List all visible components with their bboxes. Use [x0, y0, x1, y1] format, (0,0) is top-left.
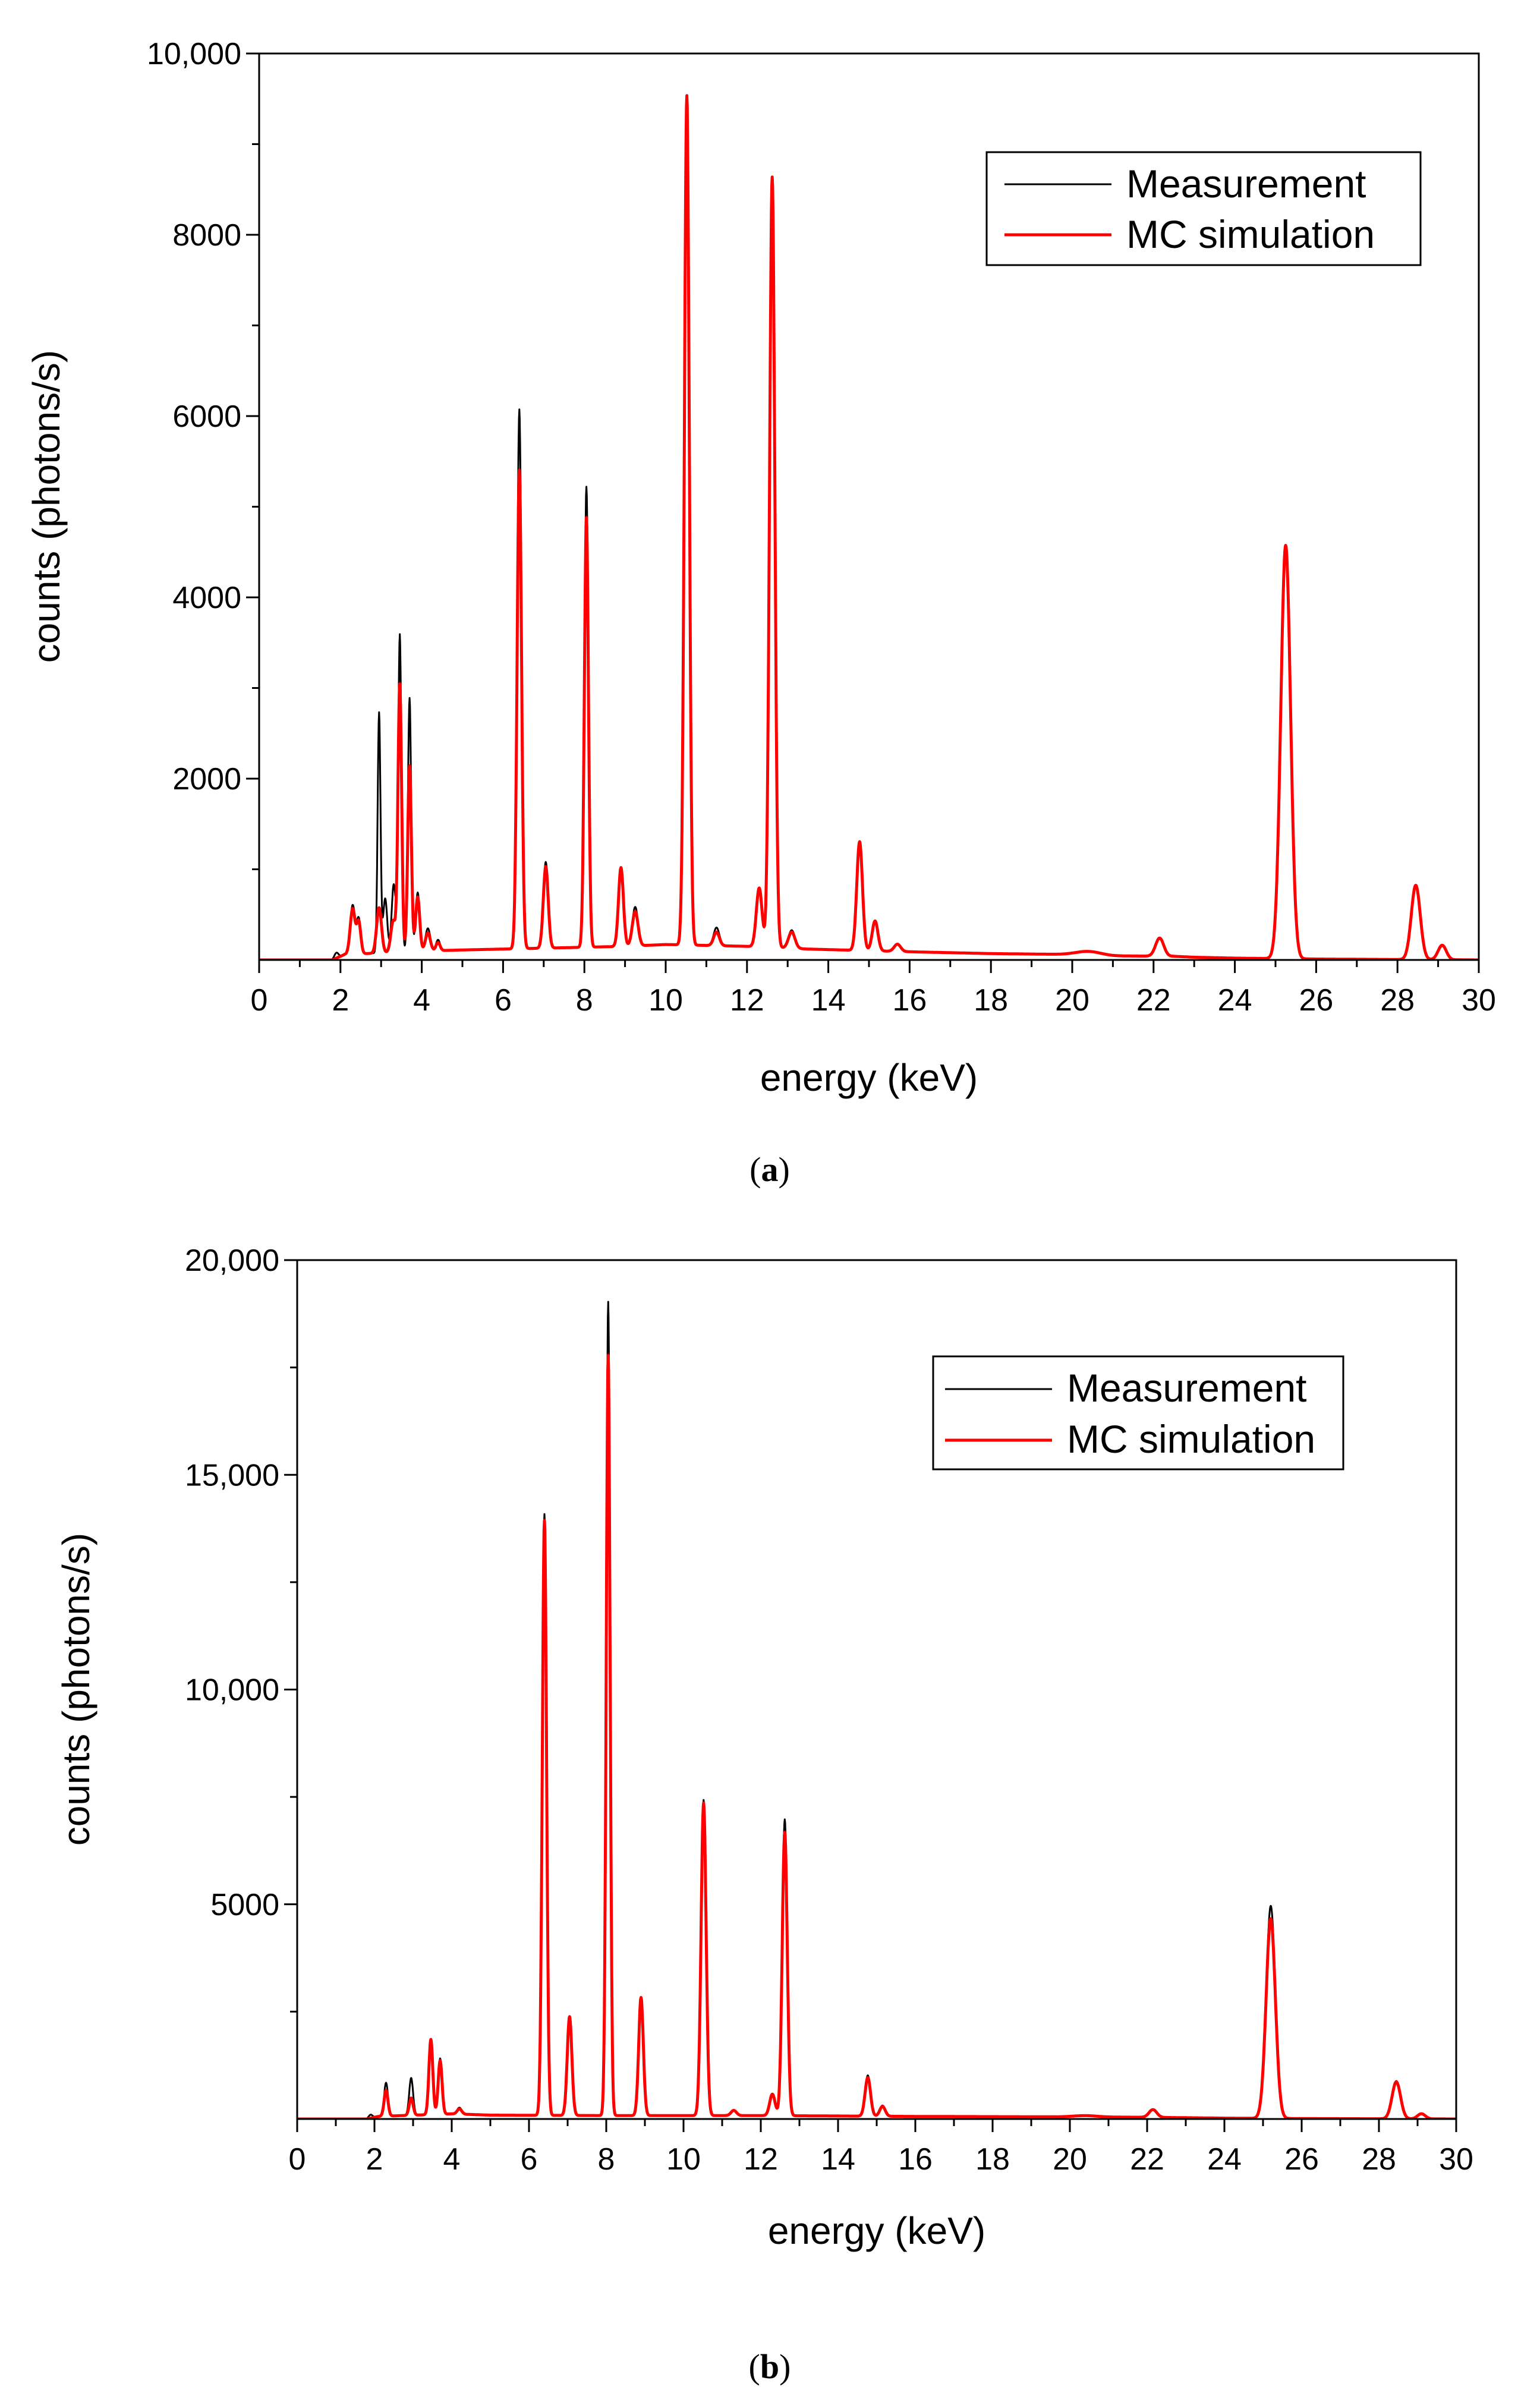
x-tick-label-b: 30: [1439, 2142, 1473, 2177]
x-tick-label-b: 20: [1053, 2142, 1087, 2177]
x-tick-label-a: 20: [1055, 983, 1089, 1018]
x-tick-label-a: 26: [1299, 983, 1333, 1018]
x-tick-label-b: 14: [821, 2142, 855, 2177]
legend-b: Measurement MC simulation: [932, 1355, 1344, 1471]
x-tick-label-b: 24: [1207, 2142, 1242, 2177]
x-tick-label-a: 24: [1218, 983, 1252, 1018]
y-tick-label-b: 5000: [210, 1888, 279, 1922]
y-axis-label-b: counts (photons/s): [55, 1533, 97, 1846]
x-tick-label-a: 12: [730, 983, 764, 1018]
x-axis-label-b: energy (keV): [768, 2209, 985, 2252]
legend-label-mc-simulation-b: MC simulation: [1067, 1417, 1315, 1461]
legend-label-measurement-b: Measurement: [1067, 1366, 1307, 1410]
legend-box-a: [985, 151, 1422, 266]
x-tick-label-a: 2: [332, 983, 349, 1018]
y-tick-labels-b: 5000 10,000 15,000 20,000: [185, 1243, 279, 1922]
panel-caption-letter-a: a: [761, 1150, 779, 1189]
x-tick-label-a: 30: [1462, 983, 1496, 1018]
y-tick-label-a: 6000: [172, 399, 241, 434]
x-tick-label-b: 6: [521, 2142, 538, 2177]
legend-label-measurement-a: Measurement: [1126, 162, 1366, 206]
x-tick-label-a: 16: [892, 983, 927, 1018]
legend-a: Measurement MC simulation: [985, 151, 1422, 266]
series-line-mc-simulation-b: [297, 1353, 1456, 2119]
legend-label-mc-simulation-a: MC simulation: [1126, 212, 1375, 256]
x-tick-label-b: 12: [744, 2142, 778, 2177]
x-axis-label-a: energy (keV): [760, 1056, 978, 1099]
y-tick-label-b: 10,000: [185, 1673, 279, 1708]
series-line-mc-simulation-a: [259, 94, 1479, 960]
axis-ticks-b: [284, 1259, 1457, 2132]
axis-ticks-a: [246, 52, 1480, 973]
y-tick-label-a: 10,000: [147, 37, 241, 71]
x-tick-label-a: 4: [413, 983, 430, 1018]
y-tick-label-b: 20,000: [185, 1243, 279, 1278]
x-tick-label-b: 2: [366, 2142, 383, 2177]
y-tick-label-a: 8000: [172, 218, 241, 253]
plot-frame-a: [258, 52, 1480, 961]
x-tick-label-b: 16: [898, 2142, 933, 2177]
panel-caption-b: (b): [748, 2347, 791, 2386]
x-tick-label-b: 4: [443, 2142, 461, 2177]
x-tick-label-a: 14: [811, 983, 846, 1018]
x-tick-label-a: 28: [1380, 983, 1415, 1018]
x-tick-label-b: 10: [666, 2142, 701, 2177]
x-tick-label-a: 6: [495, 983, 512, 1018]
y-tick-label-b: 15,000: [185, 1458, 279, 1493]
plot-frame-b: [296, 1259, 1457, 2120]
y-axis-label-a: counts (photons/s): [25, 350, 68, 663]
panel-caption-letter-b: b: [760, 2347, 780, 2386]
x-tick-label-b: 22: [1130, 2142, 1164, 2177]
x-tick-labels-b: 0 2 4 6 8 10 12 14 16 18 20 22 24 26 28 30: [289, 2142, 1473, 2177]
y-tick-label-a: 2000: [172, 762, 241, 796]
x-tick-label-b: 28: [1362, 2142, 1396, 2177]
x-tick-label-b: 8: [598, 2142, 615, 2177]
x-tick-label-a: 18: [974, 983, 1008, 1018]
chart-panel-a: 0 2 4 6 8 10 12 14 16 18 20 22 24 26 28 30 200040006000…: [25, 37, 1496, 1099]
y-tick-label-a: 4000: [172, 581, 241, 615]
x-tick-label-a: 22: [1136, 983, 1171, 1018]
chart-panel-b: 0 2 4 6 8 10 12 14 16 18 20 22 24 26 28 30 500010,00015…: [55, 1243, 1473, 2252]
y-tick-labels-a: 2000 4000 6000 8000 10,000: [147, 37, 241, 796]
legend-box-b: [932, 1355, 1344, 1471]
panel-caption-a: (a): [749, 1150, 790, 1189]
x-tick-label-b: 0: [289, 2142, 306, 2177]
x-tick-labels-a: 0 2 4 6 8 10 12 14 16 18 20 22 24 26 28 30: [251, 983, 1496, 1018]
x-tick-label-b: 18: [975, 2142, 1010, 2177]
x-tick-label-b: 26: [1284, 2142, 1319, 2177]
x-tick-label-a: 8: [576, 983, 593, 1018]
x-tick-label-a: 10: [648, 983, 683, 1018]
x-tick-label-a: 0: [251, 983, 268, 1018]
